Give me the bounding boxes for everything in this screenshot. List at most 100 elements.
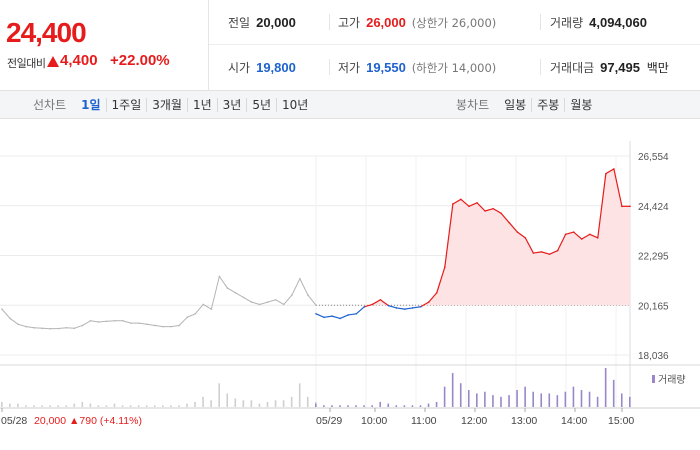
today-line-segment xyxy=(605,168,615,175)
volume-bar xyxy=(105,405,108,407)
change-amount: 4,400 xyxy=(60,52,98,69)
y-tick-label: 20,165 xyxy=(638,301,669,312)
low-label: 저가 xyxy=(338,61,361,75)
volume-bar xyxy=(387,403,390,407)
today-line-segment xyxy=(315,313,325,318)
today-line-segment xyxy=(613,168,623,207)
today-line-segment xyxy=(581,233,591,240)
volume-bar xyxy=(315,403,317,407)
prev-day-point xyxy=(266,301,269,303)
volume-bar xyxy=(612,379,615,407)
volume-bar xyxy=(137,405,140,407)
today-point xyxy=(419,305,422,308)
prev-day-point xyxy=(170,325,172,328)
prev-day-point xyxy=(210,308,213,310)
x-tick-label: 10:00 xyxy=(361,415,387,427)
today-line-segment xyxy=(524,237,534,254)
prev-day-point xyxy=(121,319,124,322)
today-line-segment xyxy=(597,173,607,238)
today-point xyxy=(371,303,374,306)
volume-bar xyxy=(1,401,3,407)
today-point xyxy=(556,249,559,252)
today-point xyxy=(315,312,317,315)
open-value: 19,800 xyxy=(256,60,296,75)
y-tick-label: 26,554 xyxy=(638,152,669,163)
line-chart-tabs: 선차트 1일 1주일 3개월 1년 3년 5년 10년 xyxy=(33,91,314,119)
volume-bar xyxy=(548,393,551,407)
volume-bar xyxy=(145,405,148,407)
prev-day-point xyxy=(307,294,309,296)
today-series xyxy=(315,168,631,320)
trade-amount-label: 거래대금 xyxy=(550,61,595,75)
today-line-segment xyxy=(452,198,462,205)
tab-3year[interactable]: 3년 xyxy=(216,98,247,112)
today-point xyxy=(452,203,454,205)
today-point xyxy=(524,237,527,239)
today-point xyxy=(508,221,511,224)
stats-row: 전일 20,000 고가 26,000 (상한가 26,000) 거래량 4,094,… xyxy=(209,0,700,45)
x-tick-label: 05/28 xyxy=(1,415,27,427)
today-line-segment xyxy=(339,314,349,320)
volume-bar xyxy=(306,396,309,407)
volume-bar xyxy=(476,393,478,407)
volume-legend-swatch xyxy=(652,375,655,383)
volume-label: 거래량 xyxy=(550,16,584,30)
chart-axes: 26,554 24,424 22,295 20,165 18,036 거래량 05/28 05… xyxy=(1,152,686,427)
volume-bar xyxy=(524,386,526,407)
high-label: 고가 xyxy=(338,16,361,30)
volume-bar xyxy=(564,391,567,407)
volume-bar xyxy=(258,403,261,407)
prev-day-change-label: 20,000 ▲790 (+4.11%) xyxy=(34,415,142,427)
today-point xyxy=(347,314,350,316)
volume-bar xyxy=(33,405,35,407)
today-point xyxy=(540,251,543,253)
tab-1year[interactable]: 1년 xyxy=(186,98,217,112)
prev-day-point xyxy=(49,327,52,330)
today-line-segment xyxy=(444,203,454,268)
today-line-segment xyxy=(557,234,567,251)
tab-1week[interactable]: 1주일 xyxy=(105,98,147,112)
today-point xyxy=(427,301,430,303)
volume-bar xyxy=(395,405,398,407)
today-line-segment xyxy=(460,198,470,207)
tab-monthly[interactable]: 월봉 xyxy=(564,98,598,112)
tab-3month[interactable]: 3개월 xyxy=(146,98,187,112)
today-point xyxy=(548,253,551,256)
tab-weekly[interactable]: 주봉 xyxy=(531,98,565,112)
prev-day-point xyxy=(194,312,197,315)
volume-bar xyxy=(202,396,204,407)
today-point xyxy=(629,205,631,208)
x-tick-label: 05/29 xyxy=(316,415,342,427)
divider xyxy=(540,14,541,30)
divider xyxy=(329,14,330,30)
divider xyxy=(540,59,541,75)
tab-10year[interactable]: 10년 xyxy=(276,98,314,112)
prev-day-point xyxy=(250,301,253,303)
prev-day-point xyxy=(138,322,140,324)
volume-bar xyxy=(580,390,583,407)
volume-bar xyxy=(620,393,623,407)
today-line-segment xyxy=(355,306,365,315)
up-triangle-icon xyxy=(47,56,59,67)
volume-bar xyxy=(355,405,357,407)
today-line-segment xyxy=(323,315,333,318)
x-tick-label: 13:00 xyxy=(511,415,537,427)
volume-bar xyxy=(435,401,438,407)
tab-daily[interactable]: 일봉 xyxy=(504,98,527,112)
volume-bar xyxy=(129,405,132,407)
volume-bar xyxy=(49,405,51,407)
prev-day-point xyxy=(282,303,285,306)
today-line-segment xyxy=(565,231,574,235)
prev-day-point xyxy=(73,327,76,330)
prev-day-point xyxy=(97,321,100,323)
today-point xyxy=(516,231,519,233)
volume-bar xyxy=(162,405,164,407)
volume-bar xyxy=(451,373,454,407)
tab-1day[interactable]: 1일 xyxy=(81,98,101,112)
tab-5year[interactable]: 5년 xyxy=(246,98,277,112)
chart-canvas: 26,554 24,424 22,295 20,165 18,036 거래량 05/28 05… xyxy=(0,141,700,427)
volume-bar xyxy=(540,393,543,407)
line-chart-title: 선차트 xyxy=(33,98,67,112)
prev-day-point xyxy=(274,298,277,301)
today-point xyxy=(613,168,615,170)
